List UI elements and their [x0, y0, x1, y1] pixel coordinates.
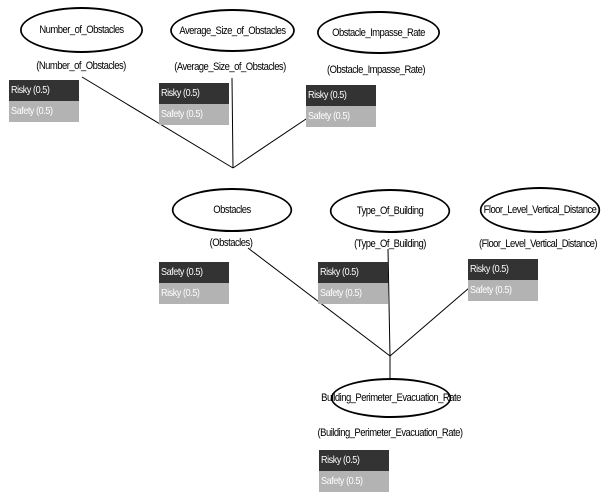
state-row: Risky (0.5) — [306, 85, 376, 106]
sublabel-number-of-obstacles: (Number_of_Obstacles) — [36, 60, 126, 72]
state-row: Safety (0.5) — [468, 280, 538, 301]
state-table-average-size-of-obstacles: Risky (0.5) Safety (0.5) — [159, 83, 229, 125]
sublabel-obstacle-impasse-rate: (Obstacle_Impasse_Rate) — [326, 64, 426, 76]
edge-impasse-rate-to-obstacles — [232, 116, 310, 169]
state-table-building-perimeter-evacuation-rate: Risky (0.5) Safety (0.5) — [319, 450, 389, 492]
state-row: Safety (0.5) — [9, 101, 79, 122]
edge-type-of-building-to-evacuation — [387, 248, 391, 357]
state-row: Safety (0.5) — [306, 106, 376, 127]
sublabel-building-perimeter-evacuation-rate: (Building_Perimeter_Evacuation_Rate) — [317, 427, 463, 439]
sublabel-average-size-of-obstacles: (Average_Size_of_Obstacles) — [174, 61, 286, 73]
state-table-obstacles: Safety (0.5) Risky (0.5) — [159, 262, 229, 304]
state-row: Safety (0.5) — [159, 262, 229, 283]
node-obstacles[interactable]: Obstacles — [171, 188, 293, 232]
node-number-of-obstacles[interactable]: Number_of_Obstacles — [20, 7, 143, 53]
sublabel-floor-level-vertical-distance: (Floor_Level_Vertical_Distance) — [478, 238, 598, 250]
state-row: Safety (0.5) — [318, 283, 388, 304]
state-table-obstacle-impasse-rate: Risky (0.5) Safety (0.5) — [306, 85, 376, 127]
node-type-of-building[interactable]: Type_Of_Building — [329, 189, 451, 233]
state-row: Risky (0.5) — [319, 450, 389, 471]
node-building-perimeter-evacuation-rate[interactable]: Building_Perimeter_Evacuation_Rate — [321, 378, 461, 418]
node-floor-level-vertical-distance[interactable]: Floor_Level_Vertical_Distance — [479, 187, 601, 233]
state-row: Risky (0.5) — [318, 262, 388, 283]
state-table-number-of-obstacles: Risky (0.5) Safety (0.5) — [9, 80, 79, 122]
state-row: Safety (0.5) — [159, 104, 229, 125]
state-row: Risky (0.5) — [9, 80, 79, 101]
state-table-floor-level-vertical-distance: Risky (0.5) Safety (0.5) — [468, 259, 538, 301]
state-table-type-of-building: Risky (0.5) Safety (0.5) — [318, 262, 388, 304]
sublabel-type-of-building: (Type_Of_Building) — [354, 238, 426, 250]
state-row: Safety (0.5) — [319, 471, 389, 492]
state-row: Risky (0.5) — [159, 283, 229, 304]
state-row: Risky (0.5) — [468, 259, 538, 280]
edge-average-size-to-obstacles — [231, 77, 234, 169]
state-row: Risky (0.5) — [159, 83, 229, 104]
node-average-size-of-obstacles[interactable]: Average_Size_of_Obstacles — [170, 9, 295, 52]
edge-floor-level-to-evacuation — [389, 287, 470, 357]
node-obstacle-impasse-rate[interactable]: Obstacle_Impasse_Rate — [317, 11, 440, 54]
edge-number-to-obstacles — [81, 76, 234, 169]
sublabel-obstacles: (Obstacles) — [209, 237, 253, 249]
